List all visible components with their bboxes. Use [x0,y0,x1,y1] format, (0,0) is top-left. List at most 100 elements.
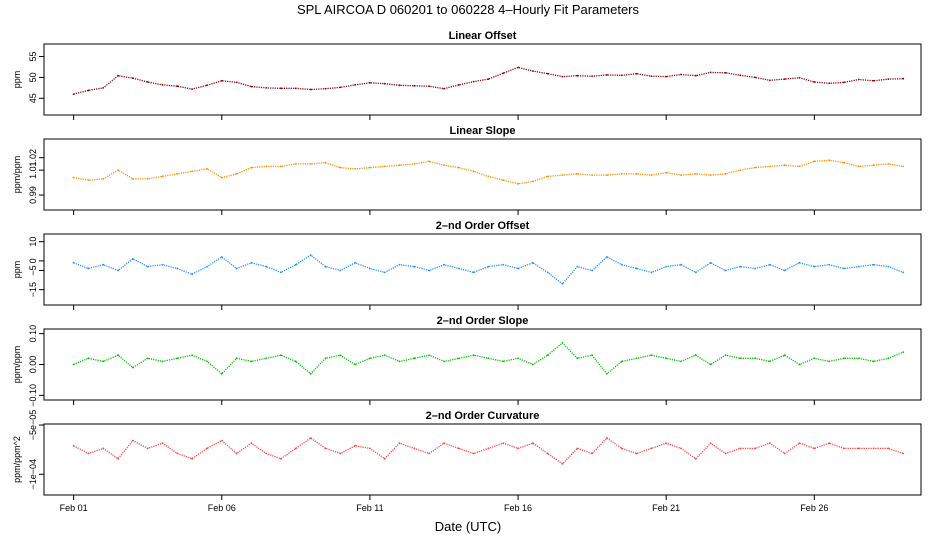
data-point [472,170,475,173]
data-point [606,74,608,76]
data-point [117,457,119,460]
data-point [754,447,756,450]
data-point [650,271,653,274]
data-point [561,75,564,78]
data-point [191,273,194,276]
data-point [117,74,119,77]
data-point [324,161,327,164]
data-point [502,360,505,363]
data-point [872,360,875,363]
data-point [739,265,742,268]
data-point [724,354,727,357]
data-point [769,360,771,363]
data-point [87,179,90,182]
data-point [309,437,312,439]
data-point [265,165,268,168]
y-tick-label: −1e−04 [28,459,38,490]
data-point [220,439,223,442]
data-point [146,178,149,180]
data-point [872,164,875,167]
data-point [117,354,119,357]
data-point [102,178,105,180]
data-point [117,269,119,272]
series-line [73,159,904,185]
data-point [798,261,801,264]
data-point [843,161,845,164]
data-point [828,442,831,445]
data-point [176,452,179,455]
data-point [102,87,105,89]
data-point [694,271,697,274]
series-points [72,254,905,285]
data-point [161,175,164,178]
data-point [769,165,771,168]
data-point [709,363,712,366]
panel-frame [43,423,922,496]
data-point [235,357,238,360]
data-point [235,81,238,84]
data-point [576,357,579,360]
data-point [872,447,875,450]
data-point [576,173,579,175]
data-point [250,360,253,363]
panel-frame [43,233,922,306]
data-point [369,166,371,169]
data-point [561,463,564,465]
data-point [235,173,238,175]
x-tick-label: Feb 26 [800,503,828,513]
data-point [428,160,431,163]
data-point [857,447,860,450]
data-point [280,457,282,460]
data-point [487,265,490,268]
data-point [132,178,134,180]
y-tick-label: −15 [28,282,38,297]
data-point [783,164,786,167]
data-point [220,372,223,375]
data-point [294,447,297,450]
data-point [383,82,386,85]
data-point [517,182,519,185]
y-tick-label: 45 [28,93,38,103]
series-line [73,66,904,95]
data-point [517,267,519,270]
data-point [709,442,712,445]
data-point [161,84,164,86]
panel-frame [43,43,922,116]
data-point [472,271,475,274]
data-point [591,269,593,272]
data-point [132,77,134,80]
data-point [902,271,905,274]
x-axis: Feb 01 Feb 06 Feb 11 Feb 16 Feb 21 Feb 26 [60,503,829,513]
data-point [161,263,164,266]
data-point [383,271,386,274]
data-point [591,75,593,78]
data-point [769,442,771,445]
data-point [502,263,505,266]
data-point [472,80,475,83]
panel-0: Linear Offset ppm 45 50 55 [12,30,922,120]
data-point [769,263,771,266]
data-point [220,79,223,82]
data-point [250,261,253,264]
data-point [561,342,564,344]
y-tick-label: −0.10 [28,384,38,407]
panels-group: Linear Offset ppm 45 50 55 Linear Slope ppm/pp… [12,30,922,500]
series-points [72,342,905,375]
data-point [561,174,564,177]
data-point [161,442,164,445]
data-point [132,366,134,369]
data-point [546,271,549,274]
y-tick-label: 0 [28,258,38,263]
data-point [783,78,786,80]
data-point [532,442,534,445]
y-tick-label: −5 [28,265,38,275]
data-point [206,447,208,450]
data-point [857,78,860,81]
data-point [72,176,75,179]
data-point [443,442,445,445]
data-point [724,71,727,74]
data-point [176,357,179,360]
data-point [813,81,816,83]
data-point [620,447,623,450]
